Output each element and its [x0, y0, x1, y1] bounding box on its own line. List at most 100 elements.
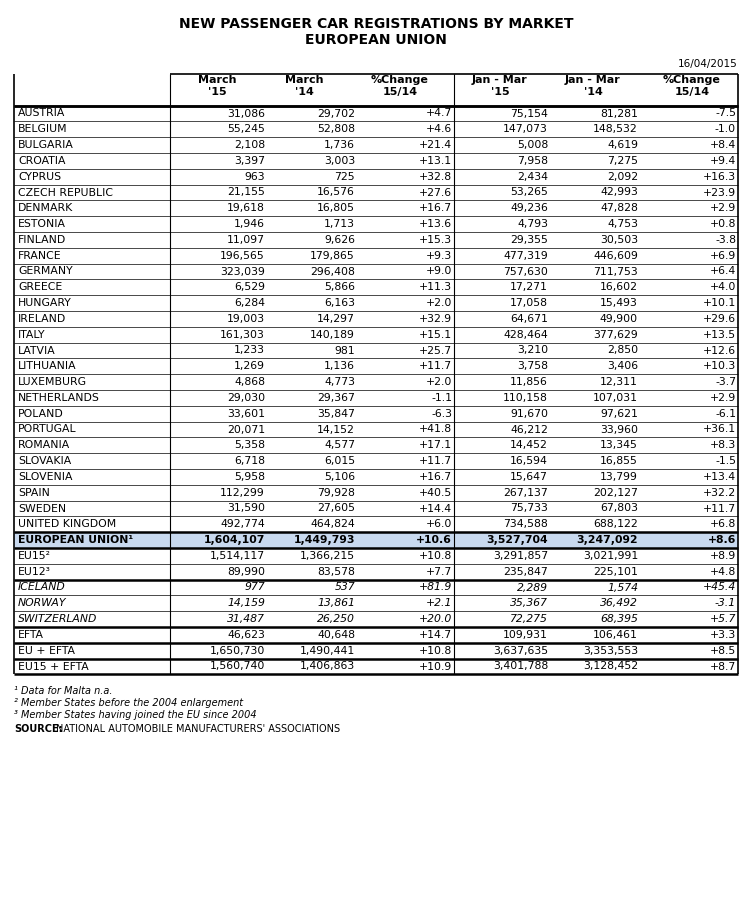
- Text: +2.0: +2.0: [425, 377, 452, 388]
- Text: 11,856: 11,856: [510, 377, 548, 388]
- Text: Jan - Mar: Jan - Mar: [565, 75, 621, 85]
- Text: 16,602: 16,602: [600, 282, 638, 292]
- Text: 46,212: 46,212: [510, 424, 548, 434]
- Text: ITALY: ITALY: [18, 330, 45, 340]
- Text: CYPRUS: CYPRUS: [18, 172, 61, 182]
- Text: CZECH REPUBLIC: CZECH REPUBLIC: [18, 187, 113, 197]
- Text: 981: 981: [334, 345, 355, 356]
- Text: 46,623: 46,623: [227, 630, 265, 640]
- Text: 147,073: 147,073: [503, 124, 548, 134]
- Text: 1,490,441: 1,490,441: [300, 645, 355, 655]
- Text: SOURCE:: SOURCE:: [14, 725, 62, 735]
- Text: 3,397: 3,397: [234, 156, 265, 166]
- Text: 49,900: 49,900: [600, 314, 638, 324]
- Text: +6.4: +6.4: [710, 267, 736, 277]
- Text: +13.1: +13.1: [419, 156, 452, 166]
- Text: +32.8: +32.8: [419, 172, 452, 182]
- Text: 3,527,704: 3,527,704: [486, 535, 548, 545]
- Text: 15/14: 15/14: [675, 87, 709, 97]
- Text: +5.7: +5.7: [709, 614, 736, 624]
- Text: 75,154: 75,154: [510, 109, 548, 119]
- Text: POLAND: POLAND: [18, 409, 64, 419]
- Text: +32.2: +32.2: [703, 488, 736, 498]
- Text: 1,604,107: 1,604,107: [203, 535, 265, 545]
- Text: 15/14: 15/14: [383, 87, 418, 97]
- Text: 14,452: 14,452: [510, 441, 548, 451]
- Text: 3,021,991: 3,021,991: [583, 551, 638, 561]
- Text: +27.6: +27.6: [419, 187, 452, 197]
- Text: 428,464: 428,464: [503, 330, 548, 340]
- Text: 16,594: 16,594: [510, 456, 548, 466]
- Text: +10.8: +10.8: [419, 645, 452, 655]
- Text: +4.0: +4.0: [709, 282, 736, 292]
- Text: 1,406,863: 1,406,863: [300, 662, 355, 672]
- Text: +12.6: +12.6: [703, 345, 736, 356]
- Text: 97,621: 97,621: [600, 409, 638, 419]
- Text: 7,958: 7,958: [517, 156, 548, 166]
- Text: -1.1: -1.1: [431, 393, 452, 403]
- Text: 3,758: 3,758: [517, 361, 548, 371]
- Text: +7.7: +7.7: [425, 567, 452, 577]
- Text: 757,630: 757,630: [503, 267, 548, 277]
- Text: ³ Member States having joined the EU since 2004: ³ Member States having joined the EU sin…: [14, 710, 257, 720]
- Text: +4.8: +4.8: [710, 567, 736, 577]
- Text: +8.3: +8.3: [710, 441, 736, 451]
- Text: EU12³: EU12³: [18, 567, 51, 577]
- Text: 12,311: 12,311: [600, 377, 638, 388]
- Text: NORWAY: NORWAY: [18, 599, 66, 609]
- Text: 36,492: 36,492: [600, 599, 638, 609]
- Text: '14: '14: [584, 87, 602, 97]
- Text: LITHUANIA: LITHUANIA: [18, 361, 77, 371]
- Text: 53,265: 53,265: [510, 187, 548, 197]
- Text: +4.6: +4.6: [425, 124, 452, 134]
- Text: 537: 537: [334, 582, 355, 592]
- Text: +8.9: +8.9: [710, 551, 736, 561]
- Text: 35,847: 35,847: [317, 409, 355, 419]
- Text: 68,395: 68,395: [600, 614, 638, 624]
- Text: 5,008: 5,008: [517, 140, 548, 150]
- Text: 31,590: 31,590: [227, 504, 265, 514]
- Text: 6,284: 6,284: [234, 298, 265, 308]
- Text: +9.3: +9.3: [425, 250, 452, 260]
- Text: 16,855: 16,855: [600, 456, 638, 466]
- Text: ESTONIA: ESTONIA: [18, 219, 66, 229]
- Text: 3,128,452: 3,128,452: [583, 662, 638, 672]
- Text: 35,367: 35,367: [510, 599, 548, 609]
- Text: +36.1: +36.1: [703, 424, 736, 434]
- Text: 13,345: 13,345: [600, 441, 638, 451]
- Text: 6,718: 6,718: [234, 456, 265, 466]
- Text: 4,753: 4,753: [607, 219, 638, 229]
- Text: 235,847: 235,847: [503, 567, 548, 577]
- Text: 15,493: 15,493: [600, 298, 638, 308]
- Text: 75,733: 75,733: [510, 504, 548, 514]
- Text: +6.9: +6.9: [710, 250, 736, 260]
- Text: 67,803: 67,803: [600, 504, 638, 514]
- Text: 29,367: 29,367: [317, 393, 355, 403]
- Text: 16,805: 16,805: [317, 203, 355, 213]
- Text: 19,003: 19,003: [227, 314, 265, 324]
- Text: +10.1: +10.1: [703, 298, 736, 308]
- Text: 1,946: 1,946: [234, 219, 265, 229]
- Text: ² Member States before the 2004 enlargement: ² Member States before the 2004 enlargem…: [14, 698, 243, 708]
- Text: +13.6: +13.6: [419, 219, 452, 229]
- Text: +29.6: +29.6: [703, 314, 736, 324]
- Text: %Change: %Change: [663, 75, 721, 85]
- Text: March: March: [198, 75, 236, 85]
- Text: 2,850: 2,850: [607, 345, 638, 356]
- Text: 15,647: 15,647: [510, 472, 548, 482]
- Text: 29,702: 29,702: [317, 109, 355, 119]
- Text: 29,355: 29,355: [510, 235, 548, 245]
- Text: +2.0: +2.0: [425, 298, 452, 308]
- Text: AUSTRIA: AUSTRIA: [18, 109, 66, 119]
- Text: +9.4: +9.4: [710, 156, 736, 166]
- Text: 1,233: 1,233: [234, 345, 265, 356]
- Text: 161,303: 161,303: [220, 330, 265, 340]
- Text: 31,086: 31,086: [227, 109, 265, 119]
- Text: 20,071: 20,071: [227, 424, 265, 434]
- Text: -3.7: -3.7: [715, 377, 736, 388]
- Text: EFTA: EFTA: [18, 630, 44, 640]
- Text: 1,366,215: 1,366,215: [300, 551, 355, 561]
- Text: 14,159: 14,159: [227, 599, 265, 609]
- Text: 1,560,740: 1,560,740: [209, 662, 265, 672]
- Text: 30,503: 30,503: [600, 235, 638, 245]
